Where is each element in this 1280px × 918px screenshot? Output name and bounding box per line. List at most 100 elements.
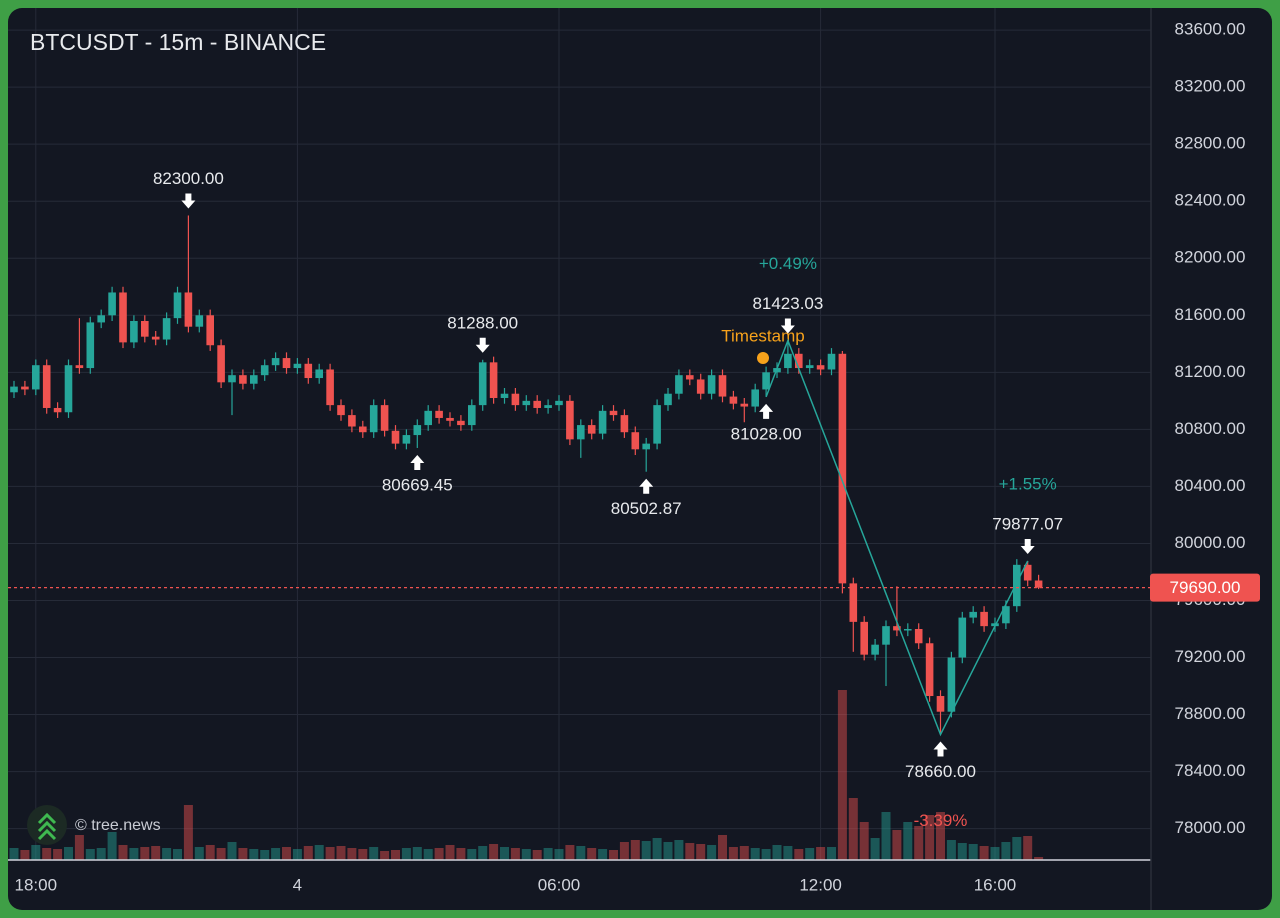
candle-body (925, 643, 934, 697)
volume-bar (173, 849, 182, 860)
volume-bar (478, 846, 488, 860)
volume-bar (1001, 842, 1011, 860)
candle-body (675, 375, 683, 394)
volume-bar (587, 848, 597, 860)
y-tick-label: 83200.00 (1175, 77, 1246, 96)
candle-body (740, 403, 749, 407)
candle-body (391, 430, 400, 444)
candle-body (805, 365, 814, 369)
volume-bar (271, 848, 281, 860)
volume-bar (96, 848, 106, 860)
candle-body (32, 365, 40, 390)
x-tick-label: 4 (293, 875, 302, 894)
candle-body (315, 369, 323, 379)
pivot-arrow (759, 403, 774, 419)
volume-bar (140, 847, 150, 860)
volume-bar (848, 798, 858, 860)
pivot-arrow (181, 193, 196, 209)
candle-body (424, 410, 432, 426)
y-tick-label: 82800.00 (1175, 134, 1246, 153)
candle-body (860, 621, 868, 655)
pivot-label: 80502.87 (611, 499, 682, 518)
pivot-label: 80669.45 (382, 475, 453, 494)
candle-body (620, 415, 629, 433)
candle-body (893, 626, 901, 631)
volume-bar (183, 805, 193, 860)
pivot-arrow (780, 318, 795, 334)
candle-body (522, 400, 531, 406)
candle-body (97, 315, 105, 323)
volume-bar (968, 844, 978, 860)
volume-bar (739, 846, 749, 860)
pivot-label: 81028.00 (731, 424, 802, 443)
volume-bar (761, 849, 771, 860)
candle-body (478, 362, 487, 406)
watermark: © tree.news (75, 817, 161, 834)
candle-body (947, 657, 956, 712)
volume-bar (42, 848, 52, 860)
volume-bar (946, 840, 956, 860)
candle-body (598, 410, 607, 434)
candle-body (271, 358, 280, 366)
candle-body (718, 375, 727, 397)
candle-body (130, 320, 138, 343)
y-tick-label: 83600.00 (1175, 20, 1246, 39)
volume-bar (292, 849, 302, 860)
volume-bar (336, 846, 346, 860)
volume-bar (957, 843, 967, 860)
zigzag-line (765, 338, 1029, 737)
panel (8, 8, 1272, 910)
volume-bar (467, 849, 477, 860)
volume-bar (107, 832, 117, 860)
change-label: +0.49% (759, 254, 817, 273)
candle-body (577, 425, 585, 440)
candle-body (816, 365, 825, 370)
candle-body (304, 363, 313, 379)
x-tick-label: 06:00 (538, 875, 581, 894)
volume-bar (369, 847, 379, 860)
candle-body (64, 365, 73, 413)
pivot-label: 78660.00 (905, 762, 976, 781)
volume-bar (870, 838, 880, 860)
volume-bar (347, 848, 357, 860)
volume-bar (663, 842, 673, 860)
volume-bar (652, 838, 662, 860)
candle-body (10, 386, 18, 393)
volume-bar (380, 851, 390, 860)
volume-bar (696, 844, 706, 860)
volume-bar (609, 850, 618, 860)
volume-bar (783, 846, 793, 860)
y-tick-label: 82400.00 (1175, 191, 1246, 210)
candle-body (707, 375, 716, 394)
candle-body (827, 353, 836, 370)
volume-bar (456, 848, 466, 860)
pivot-arrow (639, 478, 654, 494)
volume-bar (532, 850, 542, 860)
volume-bar (521, 849, 531, 860)
candle-body (958, 617, 967, 658)
volume-bar (576, 846, 586, 860)
candle-body (108, 292, 116, 316)
current-price-box (1150, 573, 1260, 602)
volume-bar (249, 849, 259, 860)
candle-body (838, 353, 847, 584)
volume-bar (674, 840, 684, 860)
volume-bar (925, 815, 935, 860)
y-tick-label: 80800.00 (1175, 419, 1246, 438)
y-tick-label: 78400.00 (1175, 761, 1246, 780)
pivot-arrow (475, 337, 490, 353)
volume-bar (20, 850, 30, 860)
volume-bar (728, 847, 738, 860)
candle-body (151, 336, 160, 340)
change-label: -3.39% (914, 811, 968, 830)
volume-bar (892, 830, 902, 860)
candle-body (587, 425, 596, 434)
candle-body (446, 417, 454, 421)
candle-body (729, 396, 738, 404)
pivot-arrow (933, 741, 948, 757)
candle-body (282, 358, 291, 369)
candle-body (260, 365, 269, 376)
marker-label: Timestamp (721, 326, 804, 345)
y-tick-label: 82000.00 (1175, 248, 1246, 267)
